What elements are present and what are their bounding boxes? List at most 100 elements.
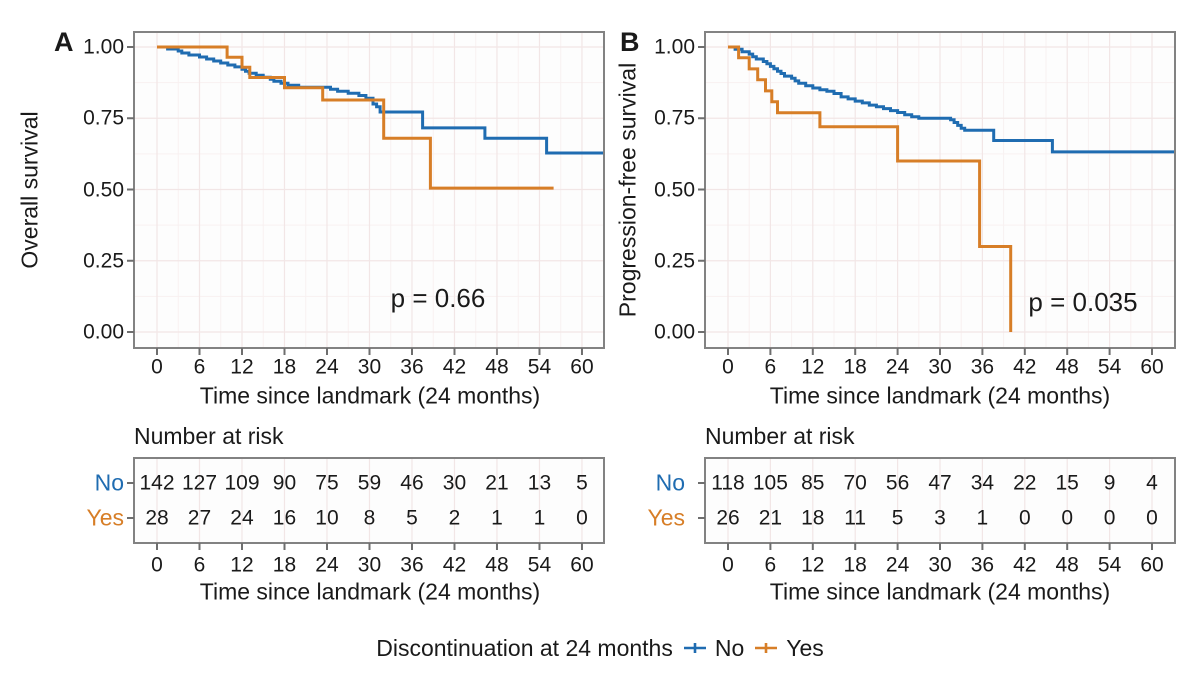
panel-a-curve-yes (157, 45, 554, 190)
panel-b-xtick-label-30: 30 (928, 355, 952, 379)
panel-a-risk-no-value-18: 90 (272, 471, 297, 495)
panel-b-risk-xtick-label-12: 12 (801, 553, 825, 577)
panel-b-risk-no-value-30: 47 (928, 471, 952, 495)
panel-b-risk-no-value-0: 118 (711, 471, 745, 495)
panel-a-risk-no-value-12: 109 (224, 471, 260, 495)
panel-a-risk-row-label-no: No (94, 469, 124, 496)
censor-plus-marker-yes-icon (755, 643, 778, 653)
panel-a-risk-xtick-label-36: 36 (400, 553, 424, 577)
panel-b-risk-yes-value-48: 0 (1061, 506, 1074, 530)
legend-item-yes: Yes (754, 635, 824, 662)
panel-a-risk-no-value-42: 30 (442, 471, 467, 495)
panel-b-xtick-label-60: 60 (1140, 355, 1164, 379)
legend-item-no: No (683, 635, 744, 662)
panel-b-risk-yes-value-60: 0 (1146, 506, 1158, 530)
panel-b-risk-yes-value-36: 1 (976, 506, 989, 530)
panel-b-risk-row-label-yes: Yes (647, 504, 685, 531)
panel-a-xtick-label-0: 0 (151, 355, 163, 379)
panel-a-risk-no-value-6: 127 (181, 471, 218, 495)
panel-a-y-axis-title: Overall survival (16, 111, 43, 269)
panel-a-risk-yes-value-12: 24 (230, 506, 254, 530)
panel-a-risk-xtick-label-30: 30 (357, 553, 382, 577)
panel-a-risk-yes-value-36: 5 (406, 506, 418, 530)
panel-a-ytick-label-0.25: 0.25 (83, 249, 124, 273)
panel-b-risk-no-value-42: 22 (1013, 471, 1037, 495)
panel-b-risk-xtick-label-60: 60 (1140, 553, 1164, 577)
panel-b-risk-no-value-6: 105 (752, 471, 788, 495)
panel-b-risk-yes-value-0: 26 (716, 506, 740, 530)
panel-b-xtick-label-0: 0 (722, 355, 734, 379)
panel-b-xtick-label-54: 54 (1097, 355, 1122, 379)
panel-a-risk-xtick-label-6: 6 (193, 553, 206, 577)
panel-a-letter: A (54, 27, 74, 57)
panel-a-risk-yes-value-42: 2 (448, 506, 461, 530)
panel-a-risk-xtick-label-48: 48 (485, 553, 509, 577)
panel-b-xtick-label-48: 48 (1055, 355, 1079, 379)
panel-b-risk-xtick-label-18: 18 (843, 553, 867, 577)
legend-label-no: No (714, 634, 745, 661)
panel-a-xtick-label-24: 24 (315, 355, 339, 379)
panel-b-letter: B (620, 27, 640, 57)
panel-b-risk-xtick-label-36: 36 (970, 553, 995, 577)
panel-b-xtick-label-18: 18 (843, 355, 867, 379)
panel-b-risk-no-value-60: 4 (1146, 471, 1158, 495)
panel-b-risk-x-axis-title: Time since landmark (24 months) (769, 578, 1111, 605)
panel-b-risk-xtick-label-0: 0 (722, 553, 734, 577)
panel-b-risk-xtick-label-30: 30 (928, 553, 952, 577)
panel-b-risk-yes-value-54: 0 (1103, 506, 1116, 530)
panel-b-risk-no-value-12: 85 (801, 471, 825, 495)
panel-a-risk-yes-value-0: 28 (145, 506, 169, 530)
panel-a-ytick-label-1.00: 1.00 (83, 35, 124, 59)
panel-a-xtick-label-30: 30 (357, 355, 382, 379)
panel-b-risk-no-value-18: 70 (843, 471, 867, 495)
panel-a-risk-x-axis-title: Time since landmark (24 months) (199, 578, 541, 605)
panel-a-risk-xtick-label-60: 60 (570, 553, 594, 577)
panel-b-xtick-label-24: 24 (885, 355, 910, 379)
panel-a-risk-yes-value-60: 0 (576, 506, 588, 530)
panel-b-pvalue: p = 0.035 (1028, 287, 1138, 317)
panel-a-xtick-label-6: 6 (193, 355, 206, 379)
panel-a-risk-table-title: Number at risk (134, 423, 284, 449)
panel-a-risk-no-value-24: 75 (315, 471, 339, 495)
panel-b-y-axis-title: Progression-free survival (614, 62, 641, 318)
panel-a-curve-no (157, 45, 604, 155)
panel-a-risk-yes-value-30: 8 (363, 506, 376, 530)
panel-b-xtick-label-6: 6 (764, 355, 777, 379)
panel-b-risk-no-value-54: 9 (1103, 471, 1116, 495)
panel-a-risk-row-label-yes: Yes (86, 504, 124, 531)
panel-a-risk-yes-value-54: 1 (533, 506, 546, 530)
panel-a-x-axis-title: Time since landmark (24 months) (199, 382, 541, 409)
panel-b-risk-yes-value-42: 0 (1018, 506, 1031, 530)
panel-b-curve-no (728, 45, 1175, 154)
panel-a-risk-no-value-0: 142 (139, 471, 175, 495)
panel-a-xtick-label-60: 60 (570, 355, 594, 379)
panel-b-ytick-label-0.75: 0.75 (654, 106, 695, 130)
panel-b-risk-xtick-label-48: 48 (1055, 553, 1079, 577)
panel-a-ytick-label-0.00: 0.00 (83, 320, 124, 344)
panel-a-risk-yes-value-24: 10 (315, 506, 339, 530)
panel-b-risk-yes-value-18: 11 (844, 506, 867, 530)
panel-b-risk-xtick-label-6: 6 (764, 553, 777, 577)
panel-b-risk-yes-value-12: 18 (801, 506, 825, 530)
panel-b-risk-xtick-label-54: 54 (1097, 553, 1122, 577)
panel-a-risk-no-value-36: 46 (400, 471, 424, 495)
panel-a-xtick-label-48: 48 (485, 355, 509, 379)
panel-b-curve-yes (728, 45, 1013, 332)
panel-b-xtick-label-36: 36 (970, 355, 995, 379)
panel-a-risk-xtick-label-18: 18 (272, 553, 297, 577)
panel-a-risk-xtick-label-42: 42 (442, 553, 467, 577)
panel-b-risk-xtick-label-42: 42 (1013, 553, 1037, 577)
panel-a-risk-no-value-48: 21 (485, 471, 509, 495)
panel-b-risk-no-value-24: 56 (885, 471, 910, 495)
panel-b-x-axis-title: Time since landmark (24 months) (769, 382, 1111, 409)
panel-b-ytick-label-0.25: 0.25 (654, 249, 695, 273)
panel-b-risk-yes-value-6: 21 (758, 506, 783, 530)
legend-title: Discontinuation at 24 months (376, 634, 673, 661)
panel-a-ytick-label-0.75: 0.75 (83, 106, 124, 130)
panel-a-risk-xtick-label-12: 12 (230, 553, 254, 577)
panel-b-ytick-label-0.50: 0.50 (654, 178, 695, 201)
panel-b-xtick-label-12: 12 (801, 355, 825, 379)
panel-a-xtick-label-42: 42 (442, 355, 467, 379)
panel-a-risk-xtick-label-24: 24 (315, 553, 339, 577)
